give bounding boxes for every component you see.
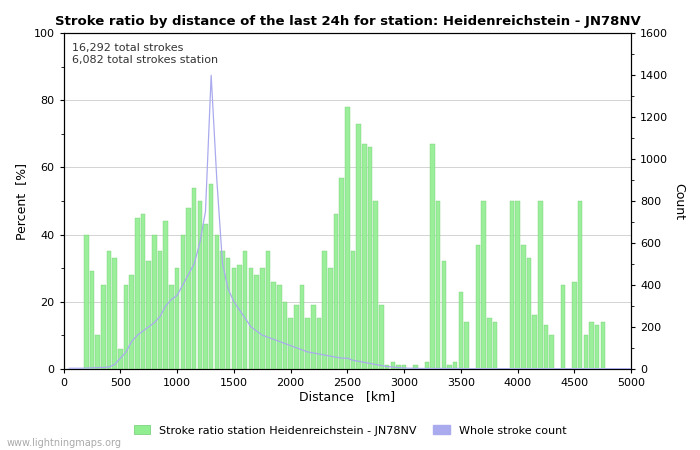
Bar xyxy=(436,201,440,369)
Bar xyxy=(243,251,248,369)
Bar xyxy=(272,282,276,369)
Y-axis label: Percent  [%]: Percent [%] xyxy=(15,162,28,239)
Bar xyxy=(515,201,520,369)
Bar xyxy=(351,251,356,369)
Bar xyxy=(181,234,185,369)
Bar xyxy=(340,178,344,369)
Bar xyxy=(595,325,599,369)
Bar xyxy=(169,285,174,369)
Bar xyxy=(300,285,304,369)
Bar xyxy=(90,271,95,369)
Bar xyxy=(288,319,293,369)
Bar xyxy=(101,285,106,369)
Bar xyxy=(334,215,338,369)
Legend: Stroke ratio station Heidenreichstein - JN78NV, Whole stroke count: Stroke ratio station Heidenreichstein - … xyxy=(129,421,571,440)
Bar xyxy=(311,305,316,369)
Bar xyxy=(510,201,514,369)
Bar xyxy=(453,362,458,369)
Bar xyxy=(482,201,486,369)
Bar xyxy=(413,365,418,369)
Bar xyxy=(379,305,384,369)
Bar xyxy=(589,322,594,369)
Bar xyxy=(430,144,435,369)
Bar xyxy=(374,201,378,369)
Bar xyxy=(425,362,429,369)
Bar xyxy=(487,319,491,369)
Bar xyxy=(578,201,582,369)
Y-axis label: Count: Count xyxy=(672,183,685,220)
Bar xyxy=(283,302,287,369)
Bar xyxy=(561,285,566,369)
Bar xyxy=(323,251,327,369)
Bar xyxy=(402,365,407,369)
Bar xyxy=(135,218,139,369)
Bar xyxy=(254,275,259,369)
Bar xyxy=(396,365,400,369)
Bar xyxy=(544,325,548,369)
Bar xyxy=(316,319,321,369)
Bar xyxy=(550,335,554,369)
Bar xyxy=(493,322,497,369)
Bar xyxy=(197,201,202,369)
Bar xyxy=(232,268,236,369)
Bar xyxy=(248,268,253,369)
Bar xyxy=(146,261,151,369)
Bar xyxy=(447,365,452,369)
Text: www.lightningmaps.org: www.lightningmaps.org xyxy=(7,438,122,448)
Bar xyxy=(95,335,100,369)
Bar xyxy=(265,251,270,369)
Bar xyxy=(203,225,208,369)
Bar xyxy=(572,282,577,369)
Bar xyxy=(521,245,526,369)
Bar xyxy=(391,362,395,369)
Bar xyxy=(158,251,162,369)
Bar xyxy=(601,322,605,369)
Bar xyxy=(106,251,111,369)
Bar xyxy=(368,147,372,369)
Bar xyxy=(226,258,230,369)
Bar xyxy=(164,221,168,369)
Bar xyxy=(538,201,543,369)
Bar xyxy=(345,107,350,369)
Bar xyxy=(294,305,299,369)
Bar xyxy=(220,251,225,369)
Title: Stroke ratio by distance of the last 24h for station: Heidenreichstein - JN78NV: Stroke ratio by distance of the last 24h… xyxy=(55,15,641,28)
Bar xyxy=(356,124,361,369)
Bar xyxy=(464,322,469,369)
X-axis label: Distance   [km]: Distance [km] xyxy=(300,391,395,404)
Bar xyxy=(526,258,531,369)
Bar xyxy=(141,215,146,369)
Text: 16,292 total strokes
6,082 total strokes station: 16,292 total strokes 6,082 total strokes… xyxy=(72,43,218,65)
Bar xyxy=(192,188,197,369)
Bar xyxy=(328,268,332,369)
Bar xyxy=(277,285,281,369)
Bar xyxy=(362,144,367,369)
Bar xyxy=(118,349,122,369)
Bar xyxy=(152,234,157,369)
Bar xyxy=(476,245,480,369)
Bar xyxy=(305,319,310,369)
Bar xyxy=(209,184,214,369)
Bar xyxy=(260,268,265,369)
Bar xyxy=(84,234,89,369)
Bar xyxy=(113,258,117,369)
Bar xyxy=(533,315,537,369)
Bar xyxy=(584,335,588,369)
Bar xyxy=(186,208,190,369)
Bar xyxy=(458,292,463,369)
Bar xyxy=(130,275,134,369)
Bar xyxy=(442,261,446,369)
Bar xyxy=(385,365,389,369)
Bar xyxy=(175,268,179,369)
Bar xyxy=(237,265,241,369)
Bar xyxy=(215,234,219,369)
Bar xyxy=(124,285,128,369)
